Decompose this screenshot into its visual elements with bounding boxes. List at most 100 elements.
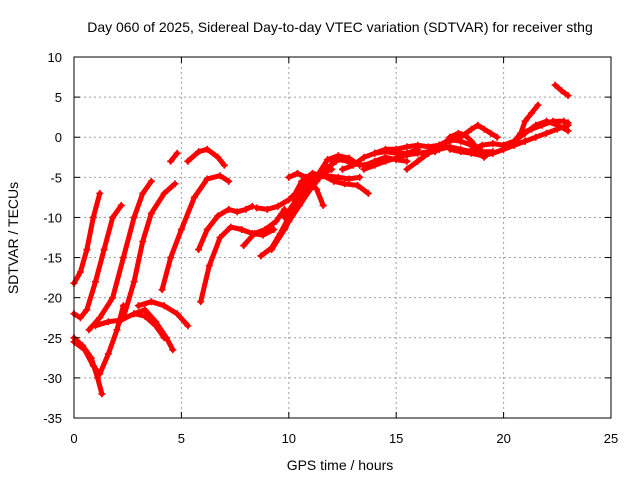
data-point (493, 133, 501, 141)
data-point (446, 137, 454, 145)
data-point (274, 234, 282, 241)
y-tick-label: -30 (43, 371, 62, 386)
data-point (171, 180, 179, 188)
data-point (528, 125, 536, 133)
data-point (517, 129, 525, 137)
data-point (549, 117, 557, 125)
data-point (261, 225, 269, 233)
data-point (414, 149, 422, 157)
data-point (403, 165, 411, 173)
data-point (203, 175, 211, 183)
data-point (117, 201, 125, 209)
data-point (467, 145, 475, 153)
data-point (532, 133, 540, 141)
data-point (345, 175, 353, 183)
data-point (134, 302, 142, 310)
data-point (274, 202, 282, 210)
data-point (160, 302, 168, 310)
data-point (528, 109, 536, 117)
series-arc-15 (240, 205, 289, 250)
data-point (467, 137, 475, 145)
data-point (403, 151, 411, 159)
data-point (263, 205, 271, 213)
data-point (285, 217, 293, 225)
data-point (474, 121, 482, 129)
data-point (510, 137, 518, 145)
series-line (131, 311, 167, 341)
data-point (94, 374, 102, 382)
data-point (543, 129, 551, 137)
data-point (553, 125, 561, 133)
data-point (130, 213, 138, 221)
data-point (98, 390, 106, 398)
data-point (564, 119, 572, 127)
data-point (480, 125, 488, 133)
data-point (109, 213, 117, 221)
y-axis-title: SDTVAR / TECUs (5, 182, 21, 294)
series-arc-7 (119, 180, 179, 322)
data-point (381, 157, 389, 165)
data-point (184, 322, 192, 330)
data-point (197, 298, 205, 306)
y-tick-label: 10 (48, 50, 62, 65)
series-arc-21 (289, 169, 372, 201)
data-layer (70, 81, 572, 398)
data-point (306, 185, 314, 193)
x-tick-label: 0 (70, 431, 77, 446)
data-point (100, 246, 108, 254)
data-point (538, 121, 546, 129)
data-point (83, 306, 91, 314)
data-point (147, 209, 155, 217)
y-tick-label: -10 (43, 210, 62, 225)
data-point (270, 225, 278, 233)
data-point (534, 101, 542, 109)
series-arc-4 (70, 302, 127, 378)
data-point (354, 181, 362, 189)
data-point (195, 148, 203, 156)
data-point (339, 165, 346, 173)
series-arc-8 (134, 298, 192, 330)
data-point (371, 161, 379, 169)
data-point (446, 145, 454, 153)
data-point (334, 173, 342, 181)
data-point (298, 177, 306, 185)
data-point (203, 225, 211, 233)
plot-frame (73, 56, 612, 419)
data-point (339, 156, 346, 164)
data-point (203, 145, 211, 153)
data-point (403, 143, 411, 151)
data-point (360, 165, 368, 173)
data-point (381, 145, 389, 153)
data-point (76, 314, 84, 322)
grid (74, 57, 611, 418)
data-point (214, 212, 222, 220)
data-point (371, 149, 379, 157)
data-point (323, 156, 331, 164)
data-point (173, 149, 181, 157)
data-point (403, 157, 411, 165)
data-point (360, 153, 368, 161)
data-point (141, 306, 149, 314)
series-arc-11 (167, 149, 181, 165)
data-point (478, 141, 486, 149)
x-tick-label: 25 (604, 431, 618, 446)
data-point (119, 254, 127, 262)
y-tick-label: -35 (43, 411, 62, 426)
data-point (167, 254, 175, 262)
data-point (205, 262, 213, 270)
data-point (551, 81, 559, 89)
data-point (240, 242, 248, 250)
data-point (152, 322, 160, 330)
data-point (268, 246, 276, 254)
data-point (160, 189, 168, 197)
data-point (521, 117, 529, 125)
data-point (184, 157, 192, 165)
data-point (158, 286, 166, 294)
data-point (291, 197, 299, 205)
data-point (195, 246, 203, 254)
data-point (173, 310, 181, 318)
data-point (424, 143, 432, 151)
data-point (81, 346, 89, 354)
series-arc-33 (489, 121, 572, 157)
